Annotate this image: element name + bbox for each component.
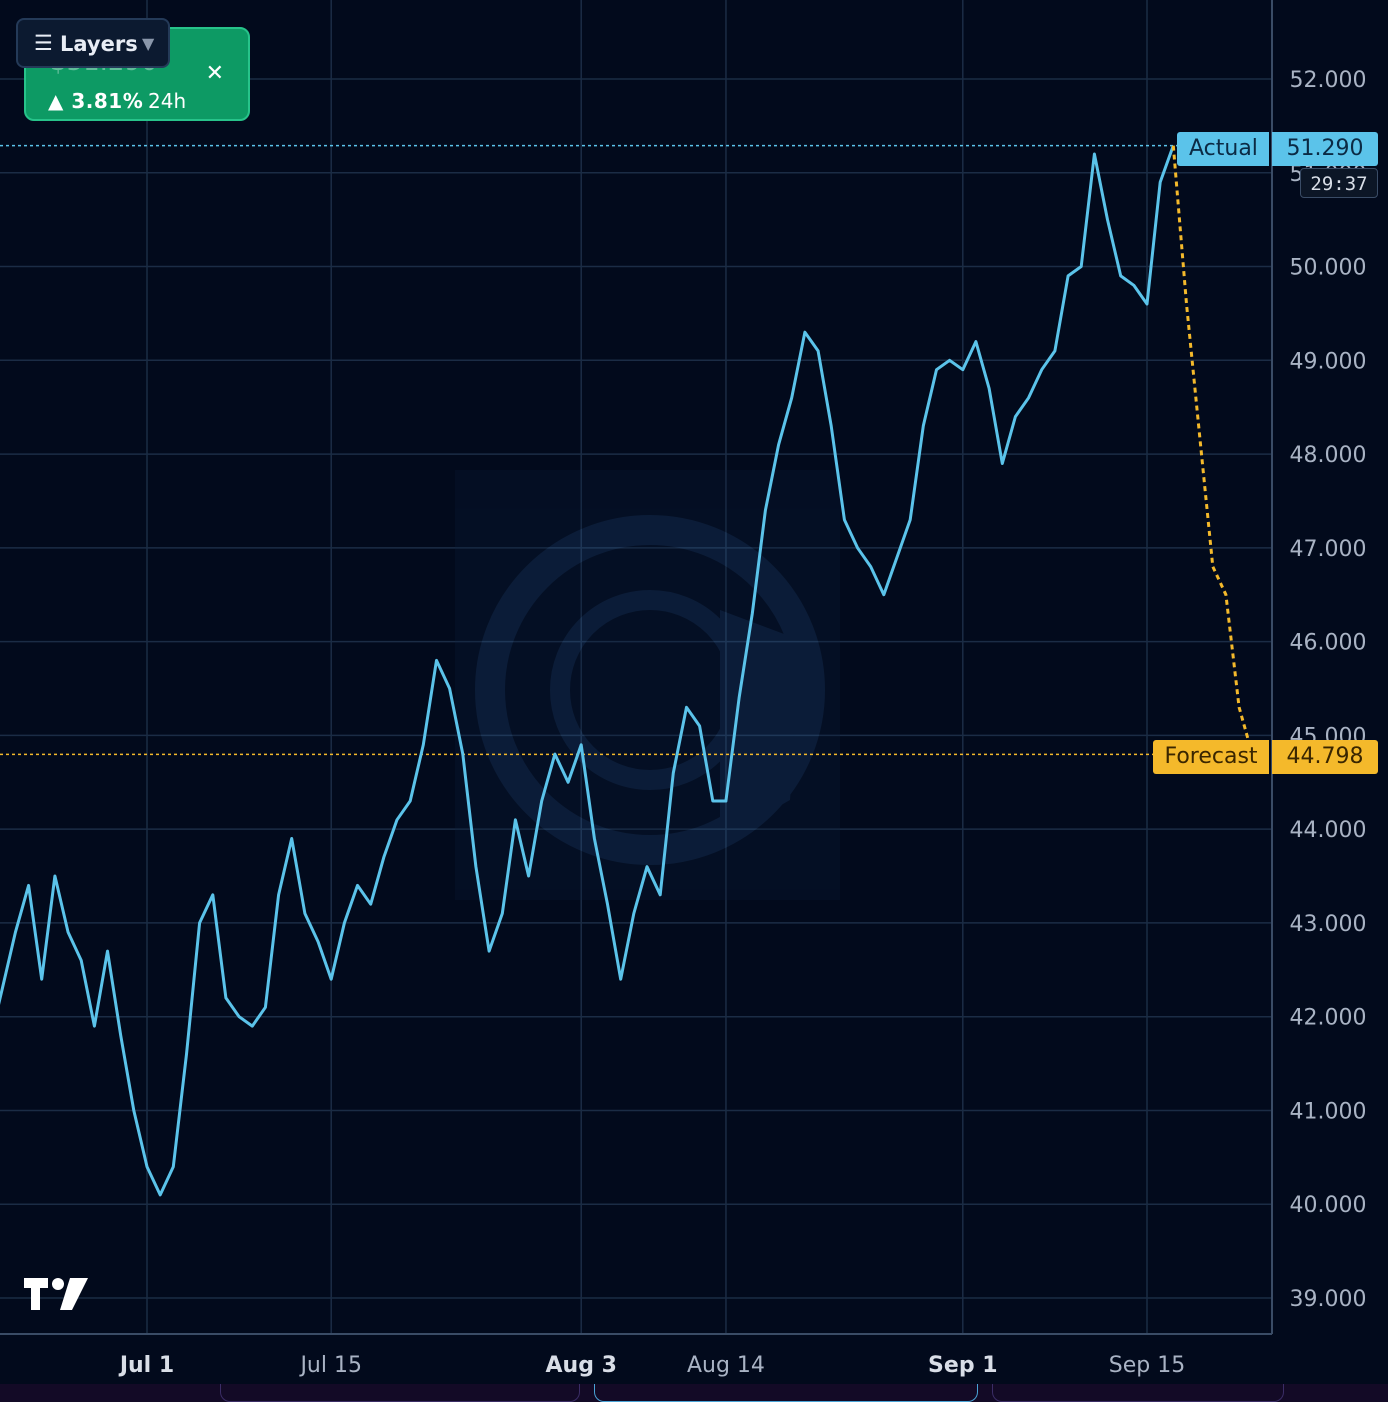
y-tick-label: 46.000 — [1290, 631, 1367, 656]
x-tick-label: Jul 15 — [298, 1353, 362, 1378]
y-tick-label: 43.000 — [1290, 912, 1367, 937]
toolbar-tab[interactable] — [220, 1384, 580, 1402]
legend-period: 24h — [148, 89, 187, 113]
bottom-toolbar — [0, 1384, 1388, 1402]
chevron-down-icon: ▼ — [142, 34, 155, 53]
layers-label: Layers — [60, 32, 138, 56]
layers-button[interactable]: ☰ Layers ▼ — [16, 18, 170, 68]
toolbar-tab[interactable] — [992, 1384, 1284, 1402]
y-tick-label: 42.000 — [1290, 1006, 1367, 1031]
y-tick-label: 39.000 — [1290, 1287, 1367, 1312]
y-tick-label: 47.000 — [1290, 537, 1367, 562]
forecast-series-label: Forecast — [1153, 740, 1269, 774]
x-axis: Jul 1 Jul 15 Aug 3 Aug 14 Sep 1 Sep 15 — [118, 1353, 1185, 1378]
chart-grid — [0, 0, 1272, 1334]
y-tick-label: 44.000 — [1290, 818, 1367, 843]
x-tick-label: Aug 3 — [546, 1353, 617, 1378]
bar-countdown: 29:37 — [1300, 168, 1378, 198]
toolbar-tab[interactable] — [594, 1384, 978, 1402]
y-tick-label: 48.000 — [1290, 443, 1367, 468]
watermark-logo — [455, 470, 840, 900]
forecast-price-badge: 44.798 — [1272, 740, 1378, 774]
x-tick-label: Aug 14 — [687, 1353, 765, 1378]
y-tick-label: 40.000 — [1290, 1193, 1367, 1218]
actual-price-badge: 51.290 — [1272, 132, 1378, 166]
y-tick-label: 52.000 — [1290, 68, 1367, 93]
x-tick-label: Jul 1 — [118, 1353, 174, 1378]
hamburger-icon: ☰ — [34, 31, 53, 55]
y-tick-label: 49.000 — [1290, 349, 1367, 374]
y-tick-label: 41.000 — [1290, 1099, 1367, 1124]
actual-series-line — [0, 145, 1175, 1197]
x-tick-label: Sep 1 — [928, 1353, 997, 1378]
tradingview-logo — [24, 1278, 88, 1310]
y-axis: 52.00051.00050.00049.00048.00047.00046.0… — [1290, 68, 1367, 1312]
x-tick-label: Sep 15 — [1109, 1353, 1185, 1378]
legend-change: ▲ 3.81% — [48, 89, 144, 113]
y-tick-label: 50.000 — [1290, 256, 1367, 281]
actual-series-label: Actual — [1177, 132, 1269, 166]
forecast-series-line — [1171, 145, 1254, 755]
close-icon[interactable]: ✕ — [205, 61, 224, 86]
